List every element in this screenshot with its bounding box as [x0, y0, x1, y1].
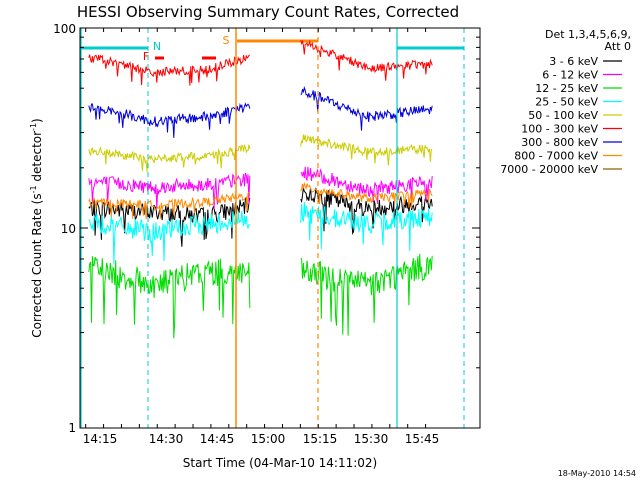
x-tick-label: 15:00 [251, 432, 286, 446]
flag-label: N [153, 40, 161, 53]
y-axis [80, 27, 480, 429]
x-tick-label: 15:45 [405, 432, 440, 446]
legend-label: 6 - 12 keV [542, 69, 598, 82]
series-trace [88, 210, 250, 265]
legend-label: 50 - 100 keV [528, 109, 598, 122]
series-800-7000-kev [88, 181, 433, 220]
series-trace [300, 134, 433, 166]
x-tick-label: 14:15 [83, 432, 118, 446]
series-trace [88, 256, 251, 339]
y-tick-label: 1 [68, 421, 76, 435]
series-6-12-kev [88, 166, 433, 210]
series-trace [300, 181, 433, 209]
legend-title: Det 1,3,4,5,6,9, [545, 28, 631, 41]
footer-timestamp: 18-May-2010 14:54 [558, 469, 636, 478]
series-trace [300, 187, 433, 235]
legend-label: 800 - 7000 keV [514, 150, 598, 163]
series-trace [300, 166, 433, 204]
y-axis-label: Corrected Count Rate (s-1 detector-1) [29, 118, 44, 337]
legend-label: 7000 - 20000 keV [500, 163, 598, 176]
x-axis [85, 28, 427, 428]
y-tick-label: 100 [53, 22, 76, 36]
legend-label: 300 - 800 keV [521, 136, 598, 149]
series-trace [88, 172, 251, 210]
y-tick-label: 10 [61, 222, 76, 236]
series-trace [88, 102, 251, 138]
flag-label: F [143, 50, 149, 63]
series-layer [88, 39, 433, 339]
x-tick-label: 15:15 [303, 432, 338, 446]
series-trace [300, 201, 433, 252]
series-trace [300, 85, 433, 131]
series-trace [88, 144, 251, 172]
x-tick-label: 15:30 [354, 432, 389, 446]
legend-title: Att 0 [605, 40, 631, 53]
series-12-25-kev [88, 253, 433, 339]
legend-label: 100 - 300 keV [521, 123, 598, 136]
legend-label: 12 - 25 keV [535, 82, 598, 95]
legend-label: 25 - 50 keV [535, 96, 598, 109]
x-tick-label: 14:30 [149, 432, 184, 446]
chart-title: HESSI Observing Summary Count Rates, Cor… [77, 3, 459, 21]
series-trace [88, 54, 251, 86]
flag-label: S [223, 34, 230, 47]
series-25-50-kev [88, 201, 433, 265]
x-axis-label: Start Time (04-Mar-10 14:11:02) [183, 456, 377, 470]
series-300-800-kev [88, 85, 433, 138]
legend-label: 3 - 6 keV [549, 55, 598, 68]
flag-bars: NF S [81, 34, 464, 63]
markers-layer [80, 28, 465, 428]
x-tick-label: 14:45 [200, 432, 235, 446]
series-50-100-kev [88, 134, 433, 172]
series-100-300-kev [88, 39, 433, 86]
series-trace [88, 191, 251, 220]
series-trace [300, 253, 433, 336]
series-trace [300, 39, 433, 81]
